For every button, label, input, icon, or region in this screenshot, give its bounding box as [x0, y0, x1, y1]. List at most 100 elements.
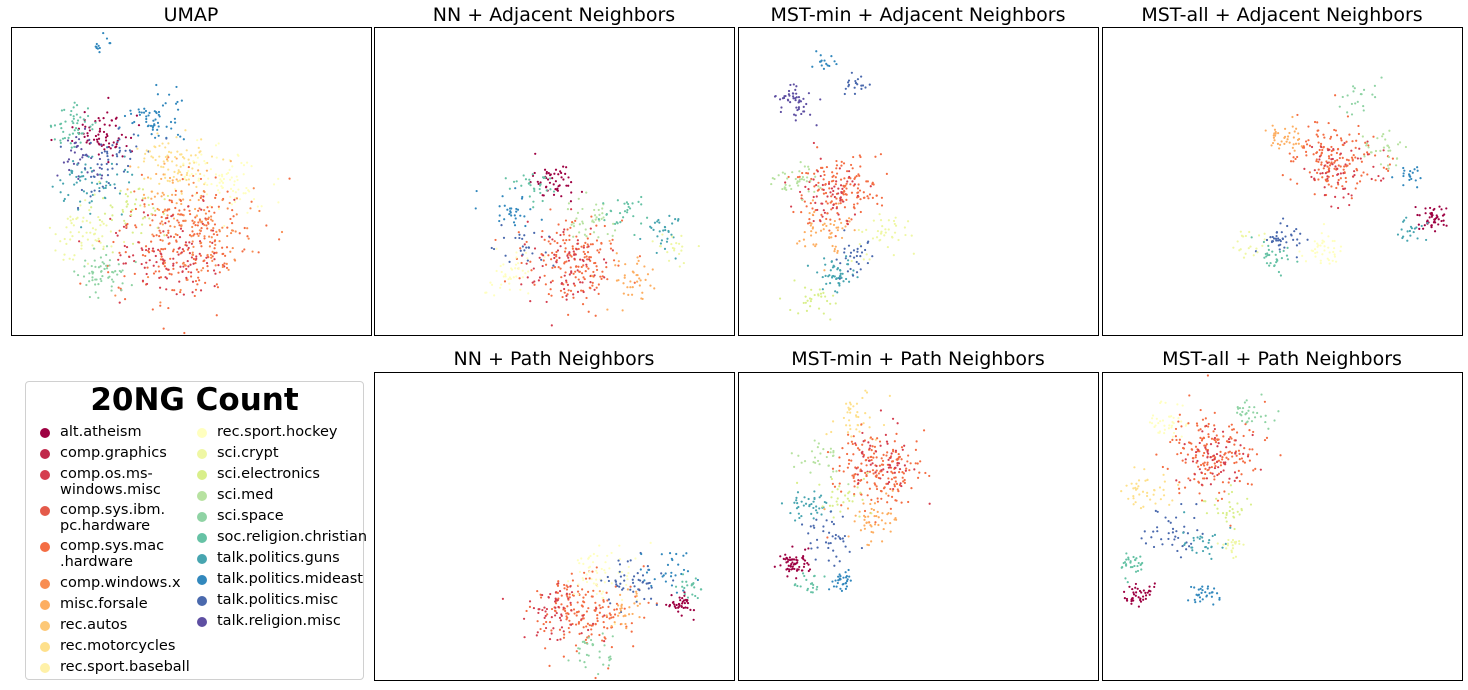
scatter-point — [1416, 213, 1419, 217]
scatter-point — [866, 471, 869, 475]
scatter-point — [80, 247, 83, 250]
scatter-point — [1350, 197, 1353, 200]
scatter-point — [790, 563, 793, 566]
scatter-point — [1266, 252, 1269, 255]
scatter-point — [813, 497, 816, 501]
scatter-point — [795, 556, 798, 559]
scatter-point — [101, 235, 104, 238]
scatter-point — [835, 226, 838, 229]
scatter-point — [177, 221, 180, 224]
scatter-point — [141, 248, 144, 252]
scatter-point — [1222, 435, 1225, 438]
scatter-point — [260, 205, 263, 208]
scatter-point — [880, 457, 883, 460]
scatter-point — [569, 254, 572, 257]
scatter-point — [1203, 461, 1206, 464]
scatter-point — [1219, 461, 1222, 464]
scatter-point — [1282, 249, 1285, 252]
scatter-point — [804, 185, 807, 188]
scatter-point — [226, 234, 229, 238]
scatter-point — [1271, 240, 1275, 243]
scatter-point — [541, 176, 545, 179]
scatter-point — [1153, 425, 1156, 429]
scatter-point — [1332, 148, 1335, 151]
scatter-point — [100, 151, 103, 154]
scatter-point — [1221, 481, 1225, 484]
scatter-point — [839, 202, 842, 205]
scatter-point — [548, 181, 552, 184]
scatter-point — [195, 191, 199, 194]
scatter-point — [1324, 172, 1327, 175]
scatter-point — [827, 542, 830, 545]
scatter-point — [1231, 538, 1235, 542]
scatter-point — [875, 485, 878, 488]
scatter-point — [587, 636, 590, 639]
scatter-point — [667, 229, 670, 233]
scatter-point — [1275, 230, 1279, 234]
scatter-point — [1140, 568, 1143, 571]
scatter-point — [526, 220, 529, 223]
scatter-point — [1200, 591, 1203, 594]
scatter-point — [1323, 245, 1326, 248]
scatter-point — [211, 255, 214, 258]
scatter-point — [166, 194, 170, 197]
scatter-point — [1219, 464, 1223, 467]
scatter-point — [1293, 230, 1296, 233]
scatter-point — [226, 190, 229, 193]
scatter-point — [100, 177, 103, 180]
scatter-point — [1248, 429, 1251, 432]
legend-item: talk.politics.misc — [183, 592, 338, 608]
cluster-rec-sport-hockey — [484, 247, 546, 297]
scatter-point — [231, 165, 234, 168]
scatter-point — [591, 644, 594, 647]
scatter-point — [821, 505, 824, 508]
scatter-point — [636, 256, 639, 259]
scatter-point — [919, 460, 922, 463]
scatter-point — [552, 627, 555, 630]
scatter-point — [1139, 600, 1143, 603]
scatter-point — [75, 135, 78, 139]
scatter-point — [543, 274, 546, 277]
scatter-point — [97, 215, 100, 219]
scatter-point — [75, 104, 79, 107]
scatter-point — [834, 183, 837, 186]
scatter-point — [1172, 431, 1176, 435]
scatter-point — [783, 172, 787, 175]
scatter-point — [1134, 558, 1137, 562]
scatter-point — [545, 300, 548, 304]
scatter-point — [855, 428, 858, 431]
scatter-point — [205, 224, 208, 227]
scatter-point — [852, 269, 855, 272]
scatter-point — [1293, 149, 1296, 152]
scatter-point — [620, 606, 623, 610]
scatter-point — [895, 518, 898, 521]
scatter-point — [542, 254, 545, 257]
scatter-point — [561, 295, 564, 299]
scatter-point — [889, 512, 893, 515]
scatter-point — [246, 235, 249, 238]
scatter-point — [815, 518, 818, 521]
scatter-point — [233, 200, 237, 203]
scatter-point — [1348, 133, 1351, 136]
scatter-point — [173, 225, 176, 228]
scatter-point — [1201, 549, 1205, 553]
scatter-point — [1440, 208, 1443, 211]
scatter-point — [821, 223, 825, 227]
scatter-point — [544, 251, 547, 254]
scatter-point — [870, 507, 873, 511]
scatter-point — [833, 564, 836, 567]
scatter-point — [558, 616, 562, 619]
scatter-point — [568, 238, 571, 242]
scatter-point — [922, 429, 926, 432]
scatter-point — [1137, 479, 1141, 482]
scatter-point — [1232, 246, 1235, 249]
scatter-point — [161, 258, 164, 261]
scatter-point — [598, 213, 601, 216]
scatter-point — [528, 605, 532, 608]
scatter-point — [1231, 547, 1235, 550]
scatter-point — [1204, 444, 1207, 447]
scatter-point — [808, 221, 811, 224]
scatter-point — [208, 210, 211, 213]
scatter-point — [130, 208, 134, 212]
scatter-point — [1195, 551, 1198, 554]
